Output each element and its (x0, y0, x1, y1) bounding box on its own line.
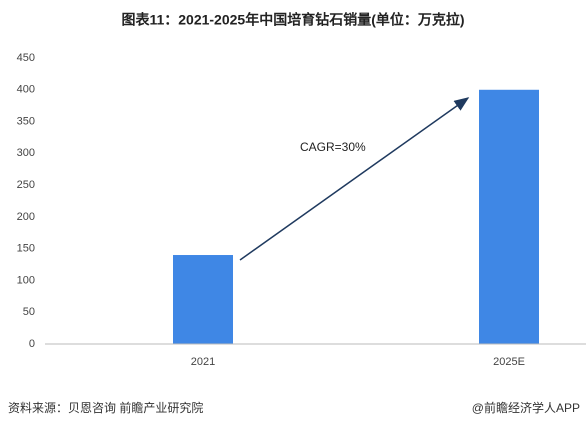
source: 资料来源：贝恩咨询 前瞻产业研究院 (8, 400, 203, 415)
y-tick-label: 50 (23, 306, 35, 318)
y-tick-label: 0 (29, 338, 35, 350)
arrow (239, 97, 470, 261)
x-tick-label: 2025E (493, 356, 525, 368)
annotation: CAGR=30% (300, 140, 366, 154)
y-tick-label: 350 (17, 115, 35, 127)
bar (479, 89, 539, 345)
chart-title: 图表11：2021-2025年中国培育钻石销量(单位：万克拉) (121, 12, 464, 28)
credit: @前瞻经济学人APP (472, 400, 580, 415)
y-tick-label: 250 (17, 179, 35, 191)
x-tick-label: 2021 (191, 356, 215, 368)
y-tick-label: 150 (17, 243, 35, 255)
y-tick-label: 200 (17, 211, 35, 223)
y-tick-label: 450 (17, 52, 35, 64)
y-tick-label: 100 (17, 274, 35, 286)
y-tick-label: 400 (17, 84, 35, 96)
y-tick-label: 300 (17, 147, 35, 159)
bar (173, 255, 233, 344)
